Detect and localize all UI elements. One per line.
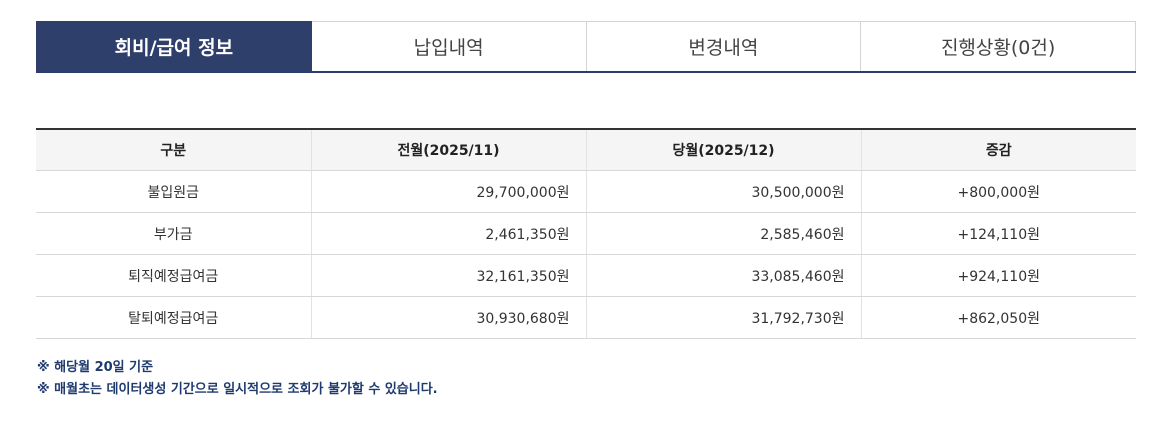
row-label: 부가금 [36, 212, 312, 255]
tab-progress-status[interactable]: 진행상황(0건) [861, 21, 1136, 71]
previous-month-value: 32,161,350원 [311, 254, 587, 297]
current-month-value: 30,500,000원 [586, 170, 862, 213]
header-current-month: 당월(2025/12) [586, 129, 862, 171]
row-label: 탈퇴예정급여금 [36, 296, 312, 339]
table-row: 탈퇴예정급여금 30,930,680원 31,792,730원 +862,050… [36, 296, 1136, 339]
tab-fee-salary-info[interactable]: 회비/급여 정보 [36, 21, 312, 71]
previous-month-value: 2,461,350원 [311, 212, 587, 255]
previous-month-value: 30,930,680원 [311, 296, 587, 339]
current-month-value: 2,585,460원 [586, 212, 862, 255]
fee-salary-table: 구분 전월(2025/11) 당월(2025/12) 증감 불입원금 29,70… [36, 128, 1136, 339]
change-value: +124,110원 [861, 212, 1136, 255]
current-month-value: 33,085,460원 [586, 254, 862, 297]
previous-month-value: 29,700,000원 [311, 170, 587, 213]
tab-change-history[interactable]: 변경내역 [586, 21, 862, 71]
table-row: 부가금 2,461,350원 2,585,460원 +124,110원 [36, 212, 1136, 255]
note-reference-date: ※ 해당월 20일 기준 [37, 360, 154, 375]
note-data-generation: ※ 매월초는 데이터생성 기간으로 일시적으로 조회가 불가할 수 있습니다. [37, 382, 438, 397]
tab-bar: 회비/급여 정보 납입내역 변경내역 진행상황(0건) [36, 21, 1136, 73]
header-category: 구분 [36, 129, 312, 171]
notes: ※ 해당월 20일 기준 ※ 매월초는 데이터생성 기간으로 일시적으로 조회가… [37, 357, 438, 401]
header-change: 증감 [861, 129, 1136, 171]
change-value: +800,000원 [861, 170, 1136, 213]
change-value: +924,110원 [861, 254, 1136, 297]
row-label: 불입원금 [36, 170, 312, 213]
current-month-value: 31,792,730원 [586, 296, 862, 339]
table-row: 퇴직예정급여금 32,161,350원 33,085,460원 +924,110… [36, 254, 1136, 297]
table-row: 불입원금 29,700,000원 30,500,000원 +800,000원 [36, 170, 1136, 213]
tab-payment-history[interactable]: 납입내역 [311, 21, 587, 71]
change-value: +862,050원 [861, 296, 1136, 339]
table-header-row: 구분 전월(2025/11) 당월(2025/12) 증감 [36, 129, 1136, 171]
row-label: 퇴직예정급여금 [36, 254, 312, 297]
header-previous-month: 전월(2025/11) [311, 129, 587, 171]
